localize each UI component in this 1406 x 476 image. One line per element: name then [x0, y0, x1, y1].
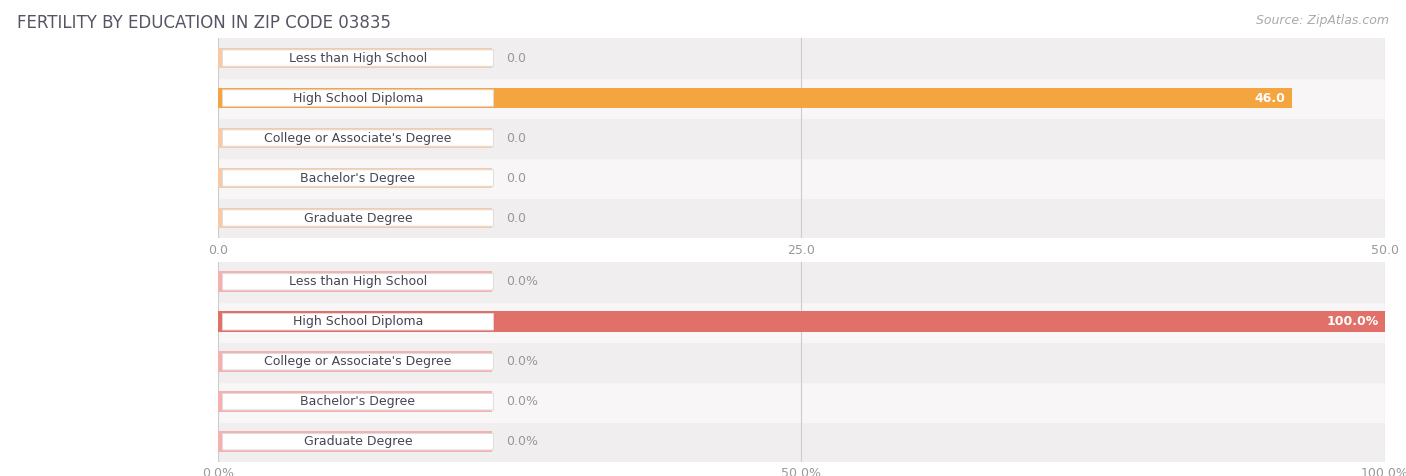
- Text: Graduate Degree: Graduate Degree: [304, 211, 412, 225]
- Text: FERTILITY BY EDUCATION IN ZIP CODE 03835: FERTILITY BY EDUCATION IN ZIP CODE 03835: [17, 14, 391, 32]
- FancyBboxPatch shape: [222, 90, 494, 106]
- Bar: [218, 271, 492, 292]
- Text: Graduate Degree: Graduate Degree: [304, 435, 412, 448]
- Bar: [218, 198, 1385, 238]
- Text: College or Associate's Degree: College or Associate's Degree: [264, 355, 451, 368]
- Text: 0.0: 0.0: [506, 131, 526, 145]
- FancyBboxPatch shape: [222, 170, 494, 186]
- Text: Less than High School: Less than High School: [288, 51, 427, 65]
- Text: 0.0%: 0.0%: [506, 395, 538, 408]
- Text: 0.0: 0.0: [506, 171, 526, 185]
- Bar: [218, 262, 1385, 302]
- FancyBboxPatch shape: [222, 274, 494, 290]
- Text: High School Diploma: High School Diploma: [292, 91, 423, 105]
- Bar: [218, 38, 1385, 78]
- Bar: [218, 311, 1385, 332]
- Text: 46.0: 46.0: [1254, 91, 1285, 105]
- Text: 0.0%: 0.0%: [506, 355, 538, 368]
- Text: Bachelor's Degree: Bachelor's Degree: [301, 171, 415, 185]
- Bar: [218, 158, 1385, 198]
- Text: 0.0: 0.0: [506, 211, 526, 225]
- FancyBboxPatch shape: [222, 434, 494, 450]
- Text: High School Diploma: High School Diploma: [292, 315, 423, 328]
- Bar: [218, 382, 1385, 422]
- Text: Bachelor's Degree: Bachelor's Degree: [301, 395, 415, 408]
- Bar: [218, 351, 492, 372]
- Text: 0.0: 0.0: [506, 51, 526, 65]
- Bar: [218, 48, 492, 69]
- Bar: [218, 391, 492, 412]
- FancyBboxPatch shape: [222, 394, 494, 410]
- Bar: [218, 128, 492, 149]
- Text: 0.0%: 0.0%: [506, 435, 538, 448]
- FancyBboxPatch shape: [222, 130, 494, 146]
- Bar: [218, 208, 492, 228]
- Text: College or Associate's Degree: College or Associate's Degree: [264, 131, 451, 145]
- Text: Source: ZipAtlas.com: Source: ZipAtlas.com: [1256, 14, 1389, 27]
- FancyBboxPatch shape: [222, 50, 494, 66]
- FancyBboxPatch shape: [222, 354, 494, 370]
- Text: Less than High School: Less than High School: [288, 275, 427, 288]
- Text: 0.0%: 0.0%: [506, 275, 538, 288]
- Bar: [218, 78, 1385, 118]
- Bar: [218, 431, 492, 452]
- FancyBboxPatch shape: [222, 314, 494, 330]
- Bar: [218, 88, 1292, 109]
- Bar: [218, 168, 492, 188]
- Bar: [218, 342, 1385, 382]
- Bar: [218, 118, 1385, 158]
- Text: 100.0%: 100.0%: [1327, 315, 1379, 328]
- FancyBboxPatch shape: [222, 210, 494, 226]
- Bar: [218, 302, 1385, 342]
- Bar: [218, 422, 1385, 462]
